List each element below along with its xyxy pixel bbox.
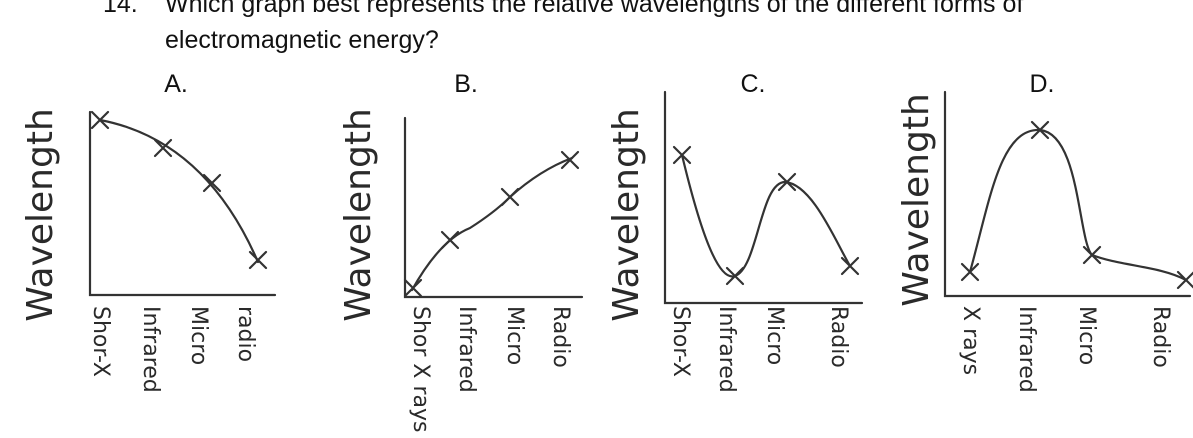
x-axis-label: X rays (958, 306, 983, 375)
y-axis-label: Wavelength (606, 108, 647, 322)
y-axis-label: Wavelength (896, 93, 937, 307)
axes (945, 92, 1190, 296)
curve (970, 130, 1186, 280)
cross (204, 175, 220, 191)
x-axis-label: Radio (1148, 306, 1173, 368)
y-axis-label: Wavelength (20, 108, 61, 322)
y-axis-label: Wavelength (338, 108, 379, 322)
cross (962, 264, 978, 280)
cross (1178, 272, 1193, 288)
graph-c (665, 92, 862, 303)
graph-a (90, 112, 275, 295)
cross (1084, 247, 1100, 263)
question-text: electromagnetic energy? (165, 26, 439, 54)
cross (250, 252, 266, 268)
graph-d (945, 92, 1190, 296)
cross (405, 280, 421, 296)
axes (665, 92, 862, 303)
x-axis-label: Infrared (714, 306, 739, 393)
question-number: 14. (103, 0, 138, 18)
x-axis-label: Micro (762, 306, 787, 365)
option-letter: C. (741, 70, 766, 98)
x-axis-label: Shor X rays (408, 306, 433, 432)
option-letter: A. (164, 70, 188, 98)
page: 14. Which graph best represents the rela… (0, 0, 1193, 438)
curve (100, 120, 258, 262)
question-text: Which graph best represents the relative… (165, 0, 1023, 18)
cross (674, 147, 690, 163)
x-axis-label: Infrared (454, 306, 479, 393)
x-axis-label: Micro (1074, 306, 1099, 365)
x-axis-label: Micro (502, 306, 527, 365)
cross (842, 258, 858, 274)
option-letter: D. (1030, 70, 1055, 98)
x-axis-label: radio (233, 306, 258, 362)
cross (92, 112, 108, 128)
axes (90, 112, 275, 295)
x-axis-label: Radio (826, 306, 851, 368)
axes (405, 118, 582, 297)
x-axis-label: Infrared (138, 306, 163, 393)
x-axis-label: Radio (548, 306, 573, 368)
x-axis-label: Micro (186, 306, 211, 365)
cross (502, 189, 518, 205)
graph-b (405, 118, 582, 297)
x-axis-label: Shor-X (668, 306, 693, 377)
worksheet: 14. Which graph best represents the rela… (0, 0, 1193, 438)
cross (442, 232, 458, 248)
curve (412, 158, 572, 290)
x-axis-label: Shor-X (88, 306, 113, 377)
option-letter: B. (454, 70, 478, 98)
curve (682, 155, 850, 276)
x-axis-label: Infrared (1014, 306, 1039, 393)
